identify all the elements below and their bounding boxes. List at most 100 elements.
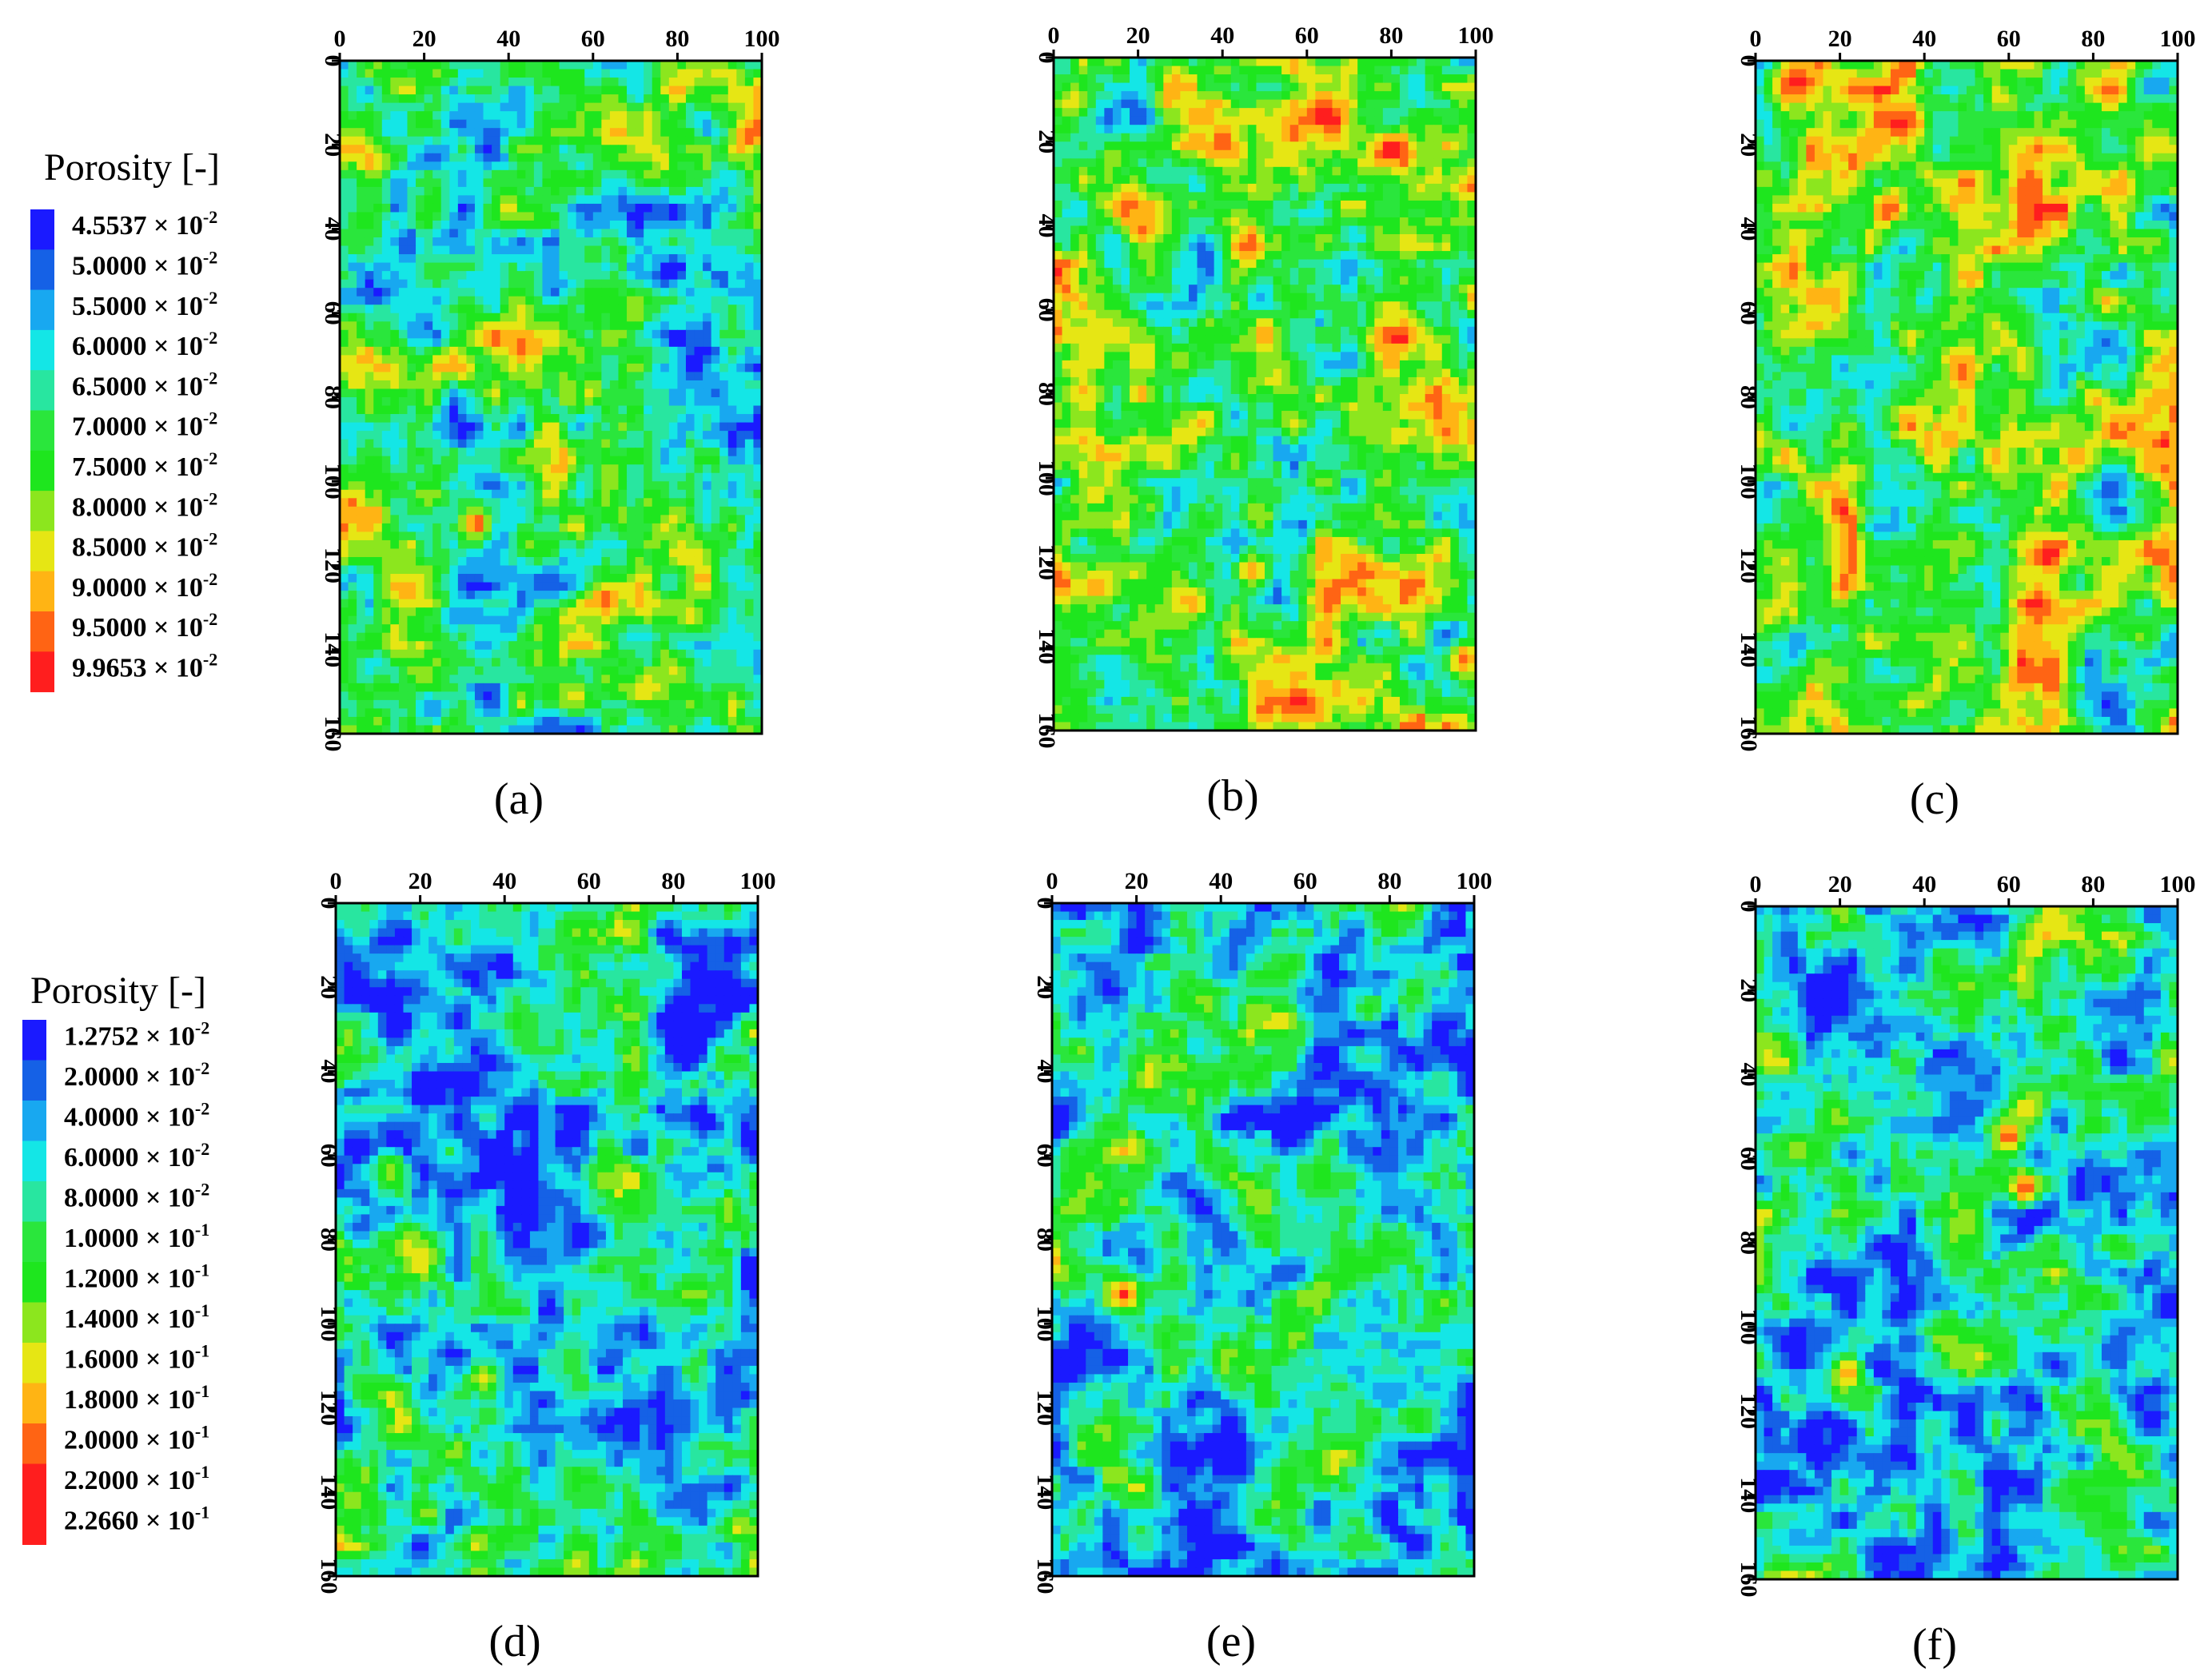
porosity-cell [636, 717, 644, 726]
porosity-cell [500, 347, 509, 356]
porosity-cell [669, 481, 678, 490]
porosity-cell [576, 388, 585, 397]
porosity-cell [1349, 133, 1358, 142]
porosity-cell [703, 153, 711, 162]
porosity-cell [677, 178, 686, 187]
porosity-cell [407, 633, 416, 642]
porosity-cell [340, 204, 349, 213]
porosity-cell [1450, 83, 1459, 92]
porosity-cell [627, 347, 636, 356]
porosity-cell [1079, 141, 1088, 150]
porosity-cell [677, 708, 686, 717]
porosity-cell [686, 170, 695, 179]
porosity-cell [551, 658, 560, 667]
porosity-cell [534, 297, 543, 305]
porosity-cell [382, 187, 391, 196]
porosity-cell [593, 641, 602, 650]
porosity-cell [719, 507, 728, 516]
porosity-cell [593, 78, 602, 86]
porosity-cell [745, 212, 754, 221]
porosity-cell [484, 338, 492, 347]
porosity-cell [660, 624, 669, 633]
porosity-cell [728, 717, 737, 726]
porosity-cell [1062, 217, 1071, 226]
porosity-cell [475, 195, 484, 204]
porosity-cell [416, 473, 424, 482]
porosity-cell [357, 650, 365, 659]
porosity-cell [484, 624, 492, 633]
porosity-cell [508, 607, 517, 616]
porosity-cell [745, 86, 754, 95]
porosity-cell [1290, 108, 1299, 117]
porosity-cell [373, 178, 382, 187]
porosity-cell [551, 111, 560, 120]
porosity-cell [492, 515, 500, 524]
porosity-cell [576, 406, 585, 415]
porosity-cell [644, 288, 652, 297]
porosity-cell [652, 86, 661, 95]
porosity-cell [551, 321, 560, 330]
y-tick-label: 100 [320, 464, 346, 500]
porosity-cell [399, 204, 408, 213]
porosity-cell [568, 61, 576, 70]
porosity-cell [365, 221, 374, 229]
porosity-cell [576, 473, 585, 482]
porosity-cell [466, 372, 475, 380]
porosity-cell [618, 633, 627, 642]
porosity-cell [390, 254, 399, 263]
porosity-cell [441, 263, 450, 272]
porosity-cell [407, 254, 416, 263]
porosity-cell [1324, 201, 1333, 209]
porosity-cell [677, 431, 686, 440]
porosity-cell [542, 161, 551, 170]
porosity-cell [458, 431, 467, 440]
porosity-cell [525, 388, 534, 397]
porosity-cell [484, 153, 492, 162]
porosity-cell [373, 515, 382, 524]
porosity-cell [390, 574, 399, 583]
porosity-cell [745, 607, 754, 616]
porosity-cell [1290, 167, 1299, 176]
porosity-cell [500, 708, 509, 717]
porosity-cell [357, 683, 365, 692]
porosity-cell [542, 423, 551, 432]
porosity-cell [601, 86, 610, 95]
porosity-cell [695, 103, 703, 112]
porosity-cell [382, 78, 391, 86]
porosity-cell [551, 448, 560, 456]
porosity-cell [1189, 192, 1198, 201]
porosity-cell [399, 271, 408, 280]
porosity-cell [399, 297, 408, 305]
porosity-cell [407, 313, 416, 322]
porosity-cell [1079, 133, 1088, 142]
porosity-cell [542, 187, 551, 196]
porosity-cell [660, 297, 669, 305]
porosity-cell [458, 406, 467, 415]
porosity-cell [1459, 83, 1468, 92]
porosity-cell [1222, 209, 1231, 217]
porosity-cell [695, 221, 703, 229]
porosity-cell [1113, 141, 1122, 150]
porosity-cell [601, 355, 610, 364]
porosity-cell [601, 229, 610, 238]
porosity-cell [584, 187, 593, 196]
porosity-cell [1130, 117, 1138, 125]
porosity-cell [475, 641, 484, 650]
porosity-cell [568, 187, 576, 196]
porosity-cell [560, 246, 568, 255]
porosity-cell [407, 464, 416, 473]
porosity-cell [407, 338, 416, 347]
porosity-cell [745, 566, 754, 575]
porosity-cell [1374, 133, 1383, 142]
porosity-cell [466, 431, 475, 440]
porosity-cell [492, 120, 500, 129]
porosity-cell [601, 406, 610, 415]
porosity-cell [407, 212, 416, 221]
porosity-cell [627, 583, 636, 591]
porosity-cell [669, 675, 678, 683]
porosity-cell [492, 683, 500, 692]
porosity-cell [441, 448, 450, 456]
porosity-cell [500, 607, 509, 616]
porosity-cell [424, 195, 433, 204]
porosity-cell [340, 120, 349, 129]
